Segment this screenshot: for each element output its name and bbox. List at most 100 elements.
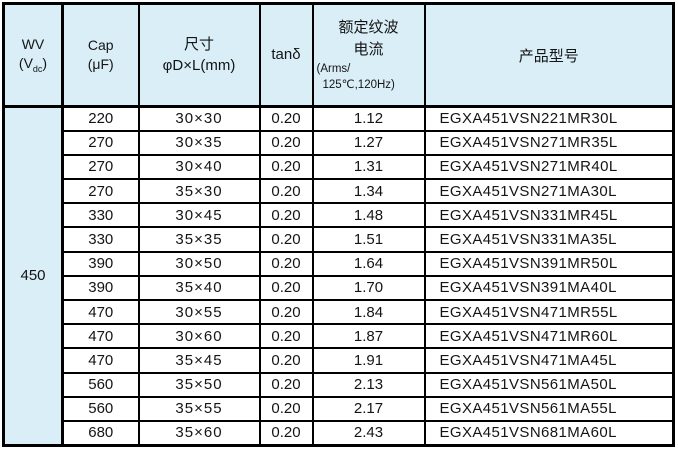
- cell-cap: 330: [61, 202, 140, 229]
- cell-size: 30×35: [137, 129, 261, 156]
- size-label: 尺寸: [183, 36, 214, 53]
- table-row: 560 35×55 0.20 2.17 EGXA451VSN561MA55L: [4, 395, 675, 422]
- cell-part-number: EGXA451VSN471MA45L: [423, 347, 675, 374]
- wv-unit: (Vdc): [18, 54, 48, 74]
- wv-label: WV: [21, 36, 45, 53]
- table-row: 450 220 30×30 0.20 1.12 EGXA451VSN221MR3…: [2, 105, 675, 447]
- cell-part-number: EGXA451VSN271MR40L: [423, 153, 675, 181]
- table-row: 470 30×55 0.20 1.84 EGXA451VSN471MR55L: [4, 298, 675, 326]
- cell-size: 30×60: [137, 323, 261, 350]
- cell-ripple: 1.84: [311, 298, 426, 326]
- cell-tan: 0.20: [258, 274, 314, 302]
- tan-delta-label: tanδ: [271, 46, 301, 63]
- cell-part-number: EGXA451VSN221MR30L: [423, 105, 675, 132]
- ripple-label-line2: 电流: [353, 40, 384, 58]
- column-header-cap: Cap (μF): [61, 2, 140, 108]
- cell-part-number: EGXA451VSN331MR45L: [423, 202, 675, 229]
- cell-part-number: EGXA451VSN391MR50L: [423, 250, 675, 277]
- cell-size: 30×40: [137, 153, 261, 181]
- cell-cap: 470: [61, 347, 140, 374]
- cell-tan: 0.20: [258, 178, 314, 205]
- cell-size: 30×30: [137, 105, 261, 132]
- table-row: 470 30×60 0.20 1.87 EGXA451VSN471MR60L: [4, 323, 675, 350]
- cell-cap: 470: [61, 323, 140, 350]
- cell-ripple: 1.70: [311, 274, 426, 302]
- cell-cap: 270: [61, 129, 140, 156]
- cell-size: 30×50: [137, 250, 261, 277]
- cell-ripple: 2.13: [311, 371, 426, 398]
- column-header-tan-delta: tanδ: [258, 2, 314, 108]
- cell-ripple: 1.27: [311, 129, 426, 156]
- cell-cap: 390: [61, 274, 140, 302]
- column-header-part-number: 产品型号: [423, 2, 675, 108]
- ripple-test-condition: 125℃,120Hz): [322, 78, 395, 91]
- ripple-label-line1: 额定纹波: [338, 19, 399, 37]
- cell-part-number: EGXA451VSN271MA30L: [423, 178, 675, 205]
- cell-tan: 0.20: [258, 347, 314, 374]
- cell-tan: 0.20: [258, 202, 314, 229]
- cell-tan: 0.20: [258, 371, 314, 398]
- cell-part-number: EGXA451VSN561MA50L: [423, 371, 675, 398]
- cell-ripple: 2.43: [311, 419, 426, 447]
- cell-ripple: 1.64: [311, 250, 426, 277]
- table-row: 330 35×35 0.20 1.51 EGXA451VSN331MA35L: [4, 226, 675, 253]
- cell-tan: 0.20: [258, 105, 314, 132]
- cell-cap: 680: [61, 419, 140, 447]
- table-header-row: WV (Vdc) Cap (μF) 尺寸 φD×L(mm) tanδ 额定纹波 …: [2, 2, 675, 108]
- cap-unit: (μF): [87, 56, 114, 72]
- capacitor-spec-table: WV (Vdc) Cap (μF) 尺寸 φD×L(mm) tanδ 额定纹波 …: [2, 2, 675, 447]
- cell-part-number: EGXA451VSN681MA60L: [423, 419, 675, 447]
- cell-tan: 0.20: [258, 250, 314, 277]
- cell-part-number: EGXA451VSN471MR60L: [423, 323, 675, 350]
- cell-part-number: EGXA451VSN391MA40L: [423, 274, 675, 302]
- cell-ripple: 1.31: [311, 153, 426, 181]
- column-header-size: 尺寸 φD×L(mm): [137, 2, 261, 108]
- table-row: 270 30×35 0.20 1.27 EGXA451VSN271MR35L: [4, 129, 675, 156]
- cell-tan: 0.20: [258, 419, 314, 447]
- table-row: 560 35×50 0.20 2.13 EGXA451VSN561MA50L: [4, 371, 675, 398]
- cell-cap: 390: [61, 250, 140, 277]
- cell-part-number: EGXA451VSN331MA35L: [423, 226, 675, 253]
- column-header-ripple-current: 额定纹波 电流 (Arms/ 125℃,120Hz): [311, 2, 426, 108]
- cell-size: 35×60: [137, 419, 261, 447]
- cell-cap: 270: [61, 178, 140, 205]
- cell-size: 35×40: [137, 274, 261, 302]
- cell-ripple: 1.48: [311, 202, 426, 229]
- table-row: 390 30×50 0.20 1.64 EGXA451VSN391MR50L: [4, 250, 675, 277]
- cell-ripple: 1.91: [311, 347, 426, 374]
- part-number-label: 产品型号: [518, 47, 579, 65]
- cell-cap: 470: [61, 298, 140, 326]
- cell-size: 30×45: [137, 202, 261, 229]
- cell-cap: 220: [61, 105, 140, 132]
- wv-value-cell: 450: [2, 105, 64, 447]
- cell-part-number: EGXA451VSN471MR55L: [423, 298, 675, 326]
- table-row: 680 35×60 0.20 2.43 EGXA451VSN681MA60L: [4, 419, 675, 447]
- cell-tan: 0.20: [258, 395, 314, 422]
- cell-size: 35×55: [137, 395, 261, 422]
- cell-cap: 270: [61, 153, 140, 181]
- cell-tan: 0.20: [258, 323, 314, 350]
- ripple-unit: (Arms/: [316, 62, 351, 75]
- cell-tan: 0.20: [258, 226, 314, 253]
- size-unit: φD×L(mm): [162, 56, 236, 74]
- cell-tan: 0.20: [258, 153, 314, 181]
- cell-cap: 560: [61, 371, 140, 398]
- cell-size: 35×50: [137, 371, 261, 398]
- cell-size: 35×45: [137, 347, 261, 374]
- column-header-wv: WV (Vdc): [2, 2, 64, 108]
- cell-size: 30×55: [137, 298, 261, 326]
- cap-label: Cap: [87, 37, 114, 54]
- wv-subscript: dc: [32, 63, 43, 74]
- table-row: 270 30×40 0.20 1.31 EGXA451VSN271MR40L: [4, 153, 675, 181]
- cell-ripple: 1.87: [311, 323, 426, 350]
- table-row: 470 35×45 0.20 1.91 EGXA451VSN471MA45L: [4, 347, 675, 374]
- cell-ripple: 1.51: [311, 226, 426, 253]
- table-row: 390 35×40 0.20 1.70 EGXA451VSN391MA40L: [4, 274, 675, 302]
- table-row: 270 35×30 0.20 1.34 EGXA451VSN271MA30L: [4, 178, 675, 205]
- cell-part-number: EGXA451VSN561MA55L: [423, 395, 675, 422]
- cell-tan: 0.20: [258, 129, 314, 156]
- cell-ripple: 1.34: [311, 178, 426, 205]
- cell-size: 35×35: [137, 226, 261, 253]
- cell-cap: 330: [61, 226, 140, 253]
